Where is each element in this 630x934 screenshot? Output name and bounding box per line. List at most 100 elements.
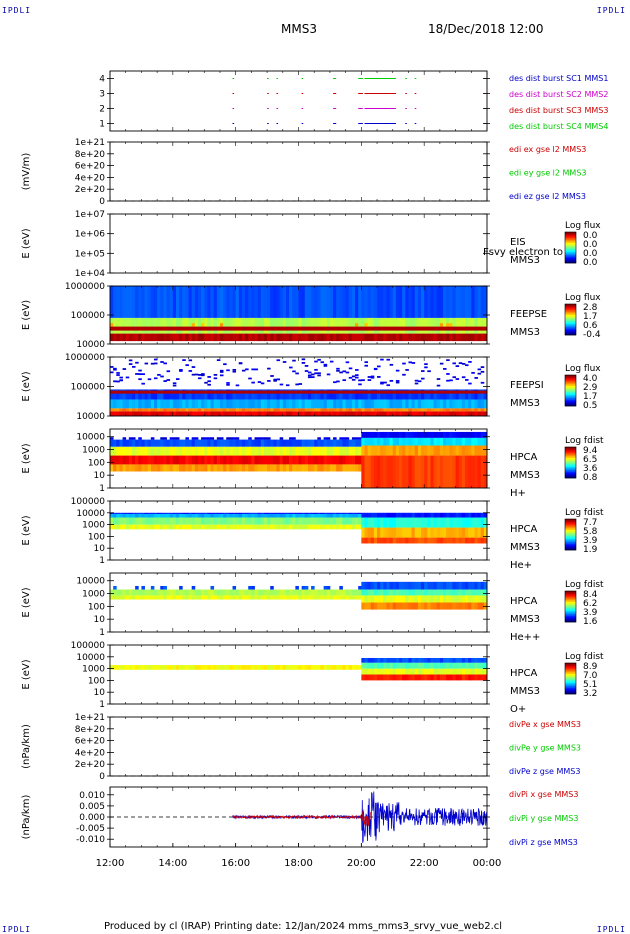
colorbar-tick-label: 0.0 <box>583 240 598 250</box>
spectrogram-cell <box>364 437 369 446</box>
spectrogram-cell <box>458 602 463 610</box>
spectrogram-cell <box>131 665 136 670</box>
spectrogram-cell <box>251 381 255 384</box>
spectrogram-cell <box>395 333 400 342</box>
spectrogram-cell <box>226 513 230 518</box>
y-tick-label: 100 <box>88 676 105 686</box>
spectrogram-cell <box>197 439 202 447</box>
spectrogram-cell <box>468 602 472 610</box>
spectrogram-cell <box>405 431 409 438</box>
spectrogram-cell <box>219 369 224 372</box>
spectrogram-cell <box>395 537 400 544</box>
spectrogram-cell <box>289 437 293 440</box>
spectrogram-cell <box>443 437 447 446</box>
spectrogram-cell <box>402 527 406 538</box>
spectrogram-cell <box>383 602 387 610</box>
spectrogram-cell <box>241 333 246 342</box>
spectrogram-cell <box>289 399 293 409</box>
spectrogram-cell <box>254 665 259 670</box>
spectrogram-cell <box>455 657 460 663</box>
spectrogram-cell <box>408 445 412 456</box>
instrument-label: HPCA <box>510 668 538 679</box>
colorbar-cell <box>565 244 576 247</box>
spectrogram-cell <box>270 595 274 600</box>
spectrogram-cell <box>421 389 425 400</box>
spectrogram-cell <box>301 524 306 530</box>
spectrogram-cell <box>279 383 284 386</box>
spectrogram-cell <box>436 512 441 518</box>
spectrogram-cell <box>474 674 478 681</box>
spectrogram-cell <box>417 517 422 528</box>
instrument-label: MMS3 <box>510 470 540 481</box>
spectrogram-cell <box>150 439 155 447</box>
spectrogram-cell <box>345 446 350 456</box>
spectrogram-cell <box>263 595 268 600</box>
spectrogram-cell <box>405 389 409 400</box>
spectrogram-cell <box>430 527 434 538</box>
spectrogram-cell <box>263 437 268 440</box>
spectrogram-cell <box>367 437 372 446</box>
colorbar-cell <box>565 249 576 251</box>
colorbar-tick-label: 6.5 <box>583 455 597 465</box>
spectrogram-cell <box>392 602 397 610</box>
spectrogram-cell <box>197 589 202 596</box>
spectrogram-cell <box>282 513 287 518</box>
spectrogram-cell <box>386 589 391 596</box>
spectrogram-cell <box>201 374 205 377</box>
spectrogram-cell <box>399 589 403 596</box>
spectrogram-cell <box>238 446 243 456</box>
spectrogram-cell <box>267 389 271 400</box>
spectrogram-cell <box>465 364 469 367</box>
spectrogram-cell <box>232 585 237 590</box>
legend-entry: divPi z gse MMS3 <box>509 838 578 847</box>
spectrogram-cell <box>477 286 482 318</box>
spectrogram-cell <box>276 389 281 400</box>
spectrogram-cell <box>430 431 434 438</box>
spectrogram-cell <box>326 446 331 456</box>
instrument-label: MMS3 <box>510 327 540 338</box>
spectrogram-cell <box>201 411 205 416</box>
spectrogram-cell <box>380 431 384 438</box>
spectrogram-cell <box>172 513 177 518</box>
spectrogram-cell <box>226 369 230 372</box>
spectrogram-cell <box>468 537 472 544</box>
spectrogram-cell <box>248 377 252 380</box>
colorbar-frame <box>564 303 577 336</box>
spectrogram-cell <box>298 333 303 342</box>
spectrogram-cell <box>175 524 180 530</box>
spectrogram-cell <box>289 366 293 369</box>
spectrogram-cell <box>304 585 309 590</box>
spectrogram-cell <box>364 674 369 681</box>
spectrogram-cell <box>270 665 274 670</box>
spectrogram-cell <box>452 589 456 596</box>
spectrogram-cell <box>358 585 362 590</box>
spectrogram-cell <box>383 668 387 675</box>
spectrogram-cell <box>427 333 431 342</box>
spectrogram-cell <box>339 389 343 400</box>
spectrogram-cell <box>298 439 303 447</box>
spectrogram-cell <box>323 513 328 518</box>
colorbar-tick-label: 0.0 <box>583 258 598 268</box>
spectrogram-cell <box>116 286 120 318</box>
spectrogram-cell <box>458 445 463 456</box>
spectrogram-cell <box>465 389 469 400</box>
spectrogram-cell <box>373 581 378 590</box>
spectrogram-cell <box>468 595 472 603</box>
spectrogram-cell <box>301 455 306 465</box>
spectrogram-cell <box>427 589 431 596</box>
spectrogram-cell <box>204 446 208 456</box>
spectrogram-cell <box>201 439 205 447</box>
spectrogram-cell <box>229 512 233 514</box>
spectrogram-cell <box>342 333 347 342</box>
spectrogram-cell <box>289 446 293 456</box>
spectrogram-cell <box>367 595 372 603</box>
spectrogram-cell <box>421 408 425 412</box>
spectrogram-cell <box>474 662 478 669</box>
spectrogram-cell <box>348 446 353 456</box>
spectrogram-cell <box>373 437 378 446</box>
spectrogram-cell <box>364 657 369 663</box>
spectrogram-cell <box>160 439 164 447</box>
spectrogram-cell <box>241 595 246 600</box>
colorbar-tick-label: 3.6 <box>583 464 598 474</box>
spectrogram-cell <box>370 517 375 528</box>
